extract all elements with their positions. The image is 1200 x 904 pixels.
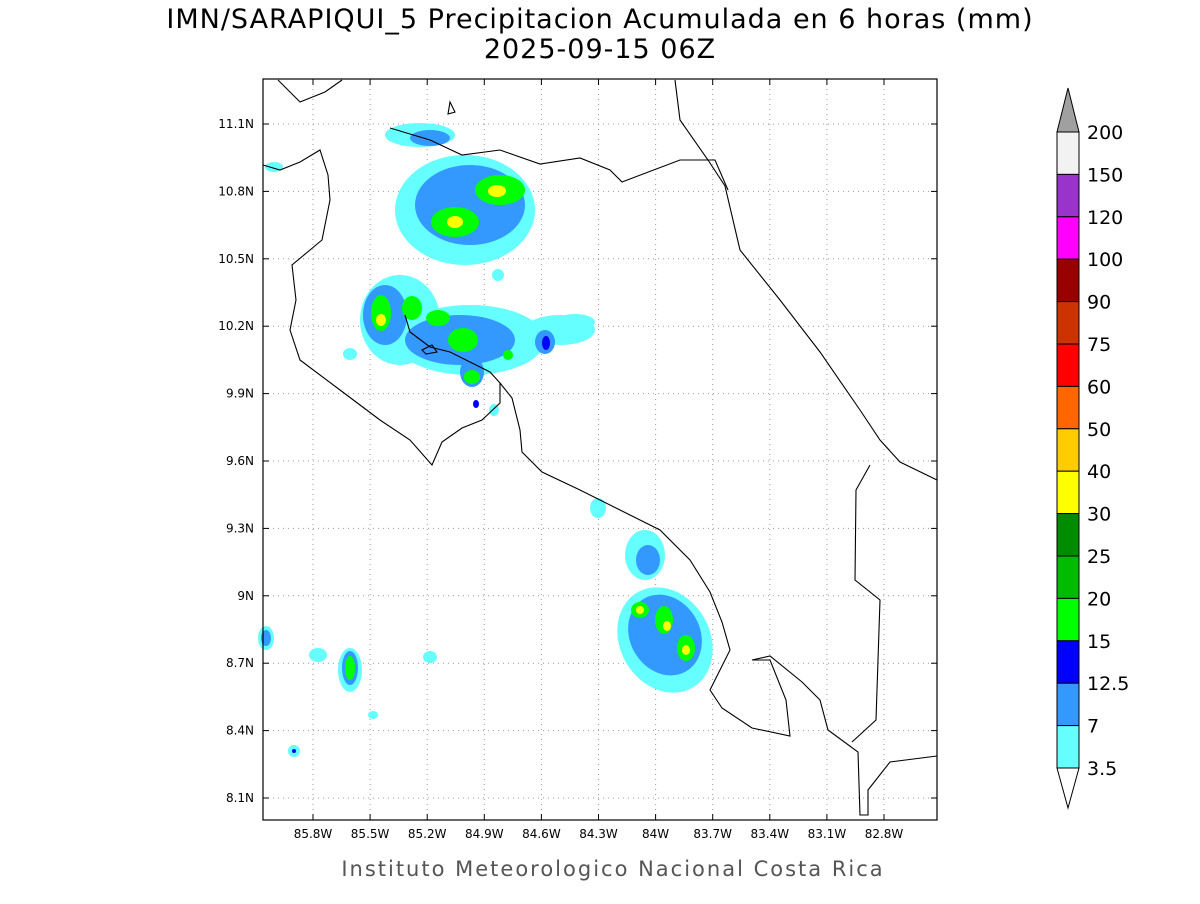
colorbar-label: 60 [1087,376,1111,398]
lat-tick-label: 10.5N [218,252,254,266]
coastlines [262,79,938,816]
lat-tick-label: 9.6N [226,454,254,468]
lat-tick-label: 11.1N [218,117,254,131]
colorbar-over [1056,87,1080,133]
colorbar-swatch [1056,216,1080,260]
colorbar-label: 150 [1087,164,1123,186]
lat-tick-label: 10.2N [218,319,254,333]
colorbar-label: 7 [1087,716,1099,738]
colorbar-swatch [1056,597,1080,642]
colorbar-swatch [1056,173,1080,218]
lat-tick-label: 8.7N [226,656,254,670]
lon-tick-label: 85.8W [294,827,333,841]
lon-tick-label: 83.4W [751,827,790,841]
colorbar-label: 40 [1087,461,1111,483]
colorbar-label: 50 [1087,419,1111,441]
map-title: IMN/SARAPIQUI_5 Precipitacion Acumulada … [166,4,1033,35]
lat-tick-label: 8.4N [226,724,254,738]
lat-tick-label: 9.3N [226,521,254,535]
colorbar-label: 20 [1087,588,1111,610]
colorbar-label: 200 [1087,122,1123,144]
colorbar-swatch [1056,428,1080,472]
lon-tick-label: 84.3W [579,827,618,841]
colorbar-swatch [1056,682,1080,727]
colorbar-swatch [1056,131,1080,175]
colorbar-swatch [1056,343,1080,387]
colorbar-swatch [1056,301,1080,345]
lon-tick-label: 83.1W [808,827,847,841]
colorbar-label: 90 [1087,292,1111,314]
colorbar-swatch [1056,640,1080,684]
graticule [263,79,937,820]
colorbar-label: 120 [1087,207,1123,229]
colorbar-swatch [1056,513,1080,557]
lat-tick-label: 8.1N [226,791,254,805]
colorbar: 200 150 120 100 90 75 60 50 40 30 25 20 15 12.5 7 3.5 [1056,87,1129,810]
colorbar-swatch [1056,258,1080,303]
lon-tick-label: 85.5W [351,827,390,841]
colorbar-label: 15 [1087,631,1111,653]
lat-tick-label: 10.8N [218,184,254,198]
lon-tick-label: 84.6W [522,827,561,841]
colorbar-swatch [1056,385,1080,430]
lat-tick-label: 9N [237,589,254,603]
footer: Instituto Meteorologico Nacional Costa R… [341,857,884,881]
colorbar-label: 12.5 [1087,673,1129,695]
colorbar-swatch [1056,470,1080,515]
colorbar-under [1056,767,1080,810]
lon-tick-label: 83.7W [693,827,732,841]
lon-tick-label: 84W [642,827,669,841]
lat-tick-label: 9.9N [226,387,254,401]
map-subtitle: 2025-09-15 06Z [484,34,716,65]
precipitation-field [258,123,713,757]
lon-tick-label: 85.2W [408,827,447,841]
colorbar-label: 75 [1087,334,1111,356]
colorbar-label: 100 [1087,249,1123,271]
axes: 85.8W 85.5W 85.2W 84.9W 84.6W 84.3W 84W 83.7W 83… [218,79,937,841]
lon-tick-label: 82.8W [865,827,904,841]
lon-tick-label: 84.9W [465,827,504,841]
colorbar-label: 30 [1087,504,1111,526]
colorbar-label: 3.5 [1087,758,1117,780]
colorbar-swatch [1056,725,1080,769]
map-frame [262,78,938,821]
colorbar-label: 25 [1087,546,1111,568]
colorbar-swatch [1056,555,1080,599]
